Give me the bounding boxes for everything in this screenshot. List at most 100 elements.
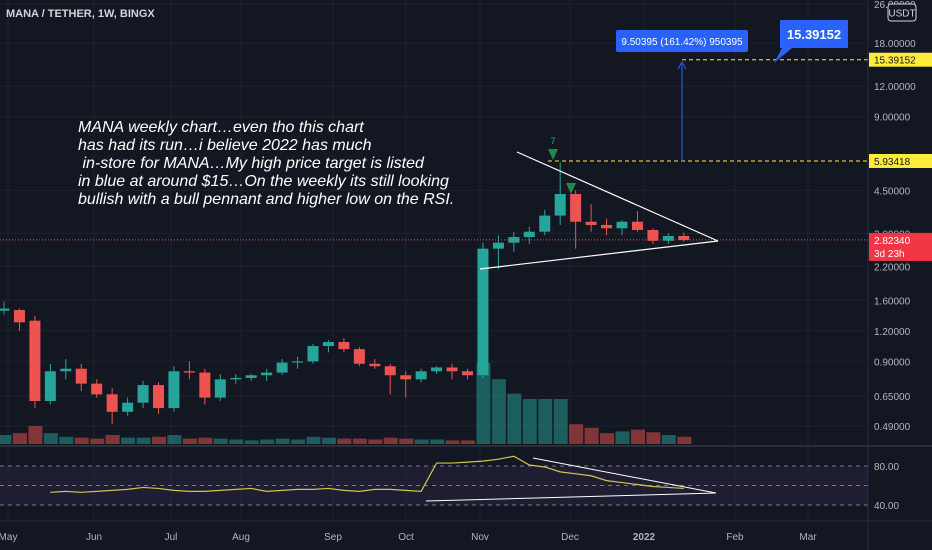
callout-bg <box>774 20 848 63</box>
rsi-trendline-lower[interactable] <box>425 492 717 502</box>
rsi-pane[interactable] <box>0 455 868 506</box>
candle[interactable] <box>307 344 319 364</box>
candle[interactable] <box>322 340 334 353</box>
volume-bar <box>414 439 429 444</box>
candle[interactable] <box>554 162 566 225</box>
time-axis[interactable]: May Jun Jul Aug Sep Oct Nov Dec 2022 Feb Mar <box>0 532 817 543</box>
volume-bar <box>90 438 105 444</box>
price-badge-text: 15.39152 <box>874 56 916 67</box>
volume-bar <box>28 426 43 444</box>
time-axis-label: Nov <box>471 532 489 543</box>
candle[interactable] <box>44 363 56 405</box>
candle[interactable] <box>477 242 489 378</box>
candle[interactable] <box>13 308 25 331</box>
candle[interactable] <box>462 368 473 380</box>
volume-bar <box>507 393 522 444</box>
candle[interactable] <box>183 361 195 380</box>
candle[interactable] <box>523 226 535 244</box>
candle[interactable] <box>230 373 242 384</box>
volume-bar <box>244 440 259 444</box>
candle[interactable] <box>570 190 582 249</box>
candle[interactable] <box>353 347 365 367</box>
time-axis-label: Oct <box>398 532 414 543</box>
candle[interactable] <box>678 232 690 242</box>
candle-body <box>60 368 72 372</box>
candle-body <box>462 371 473 376</box>
price-badge[interactable]: 15.39152 <box>869 52 932 67</box>
candle-body <box>647 229 659 241</box>
volume-bar <box>260 439 275 444</box>
currency-label: USDT <box>888 9 915 20</box>
volume-bar <box>198 437 213 444</box>
candle[interactable] <box>75 363 87 392</box>
candle[interactable] <box>492 235 504 269</box>
candle[interactable] <box>338 338 350 353</box>
candle[interactable] <box>168 366 180 412</box>
candle[interactable] <box>276 359 288 376</box>
volume-bar <box>59 436 74 444</box>
candle[interactable] <box>647 228 659 244</box>
time-axis-label: Dec <box>561 532 579 543</box>
candle-body <box>662 235 674 241</box>
candle[interactable] <box>153 382 164 414</box>
candle[interactable] <box>601 218 613 236</box>
drawings[interactable]: 9.50395 (161.42%) 950395 15.39152 7 <box>0 20 868 270</box>
candle[interactable] <box>431 366 443 374</box>
rsi-axis-label: 80.00 <box>874 462 899 473</box>
candle[interactable] <box>384 363 396 395</box>
candle[interactable] <box>199 368 211 405</box>
candle[interactable] <box>106 388 118 424</box>
volume-bar <box>615 431 630 444</box>
candle-body <box>570 193 582 222</box>
symbol-title[interactable]: MANA / TETHER, 1W, BINGX <box>6 8 155 20</box>
time-axis-label: Jul <box>165 532 178 543</box>
candle-body <box>199 372 211 398</box>
pennant-lower-line[interactable] <box>479 240 719 270</box>
candle[interactable] <box>91 379 103 398</box>
measure-arrow-icon <box>677 60 687 70</box>
candle[interactable] <box>415 368 427 383</box>
currency-button[interactable]: USDT <box>887 3 917 22</box>
candle[interactable] <box>60 359 72 380</box>
candle-body <box>400 375 412 380</box>
candle-body <box>616 221 628 229</box>
price-badge[interactable]: 5.93418 <box>869 153 932 168</box>
candle-body <box>29 320 41 401</box>
price-badge-text: 5.93418 <box>874 157 911 168</box>
candles[interactable] <box>0 162 690 424</box>
candle[interactable] <box>539 209 551 236</box>
candle[interactable] <box>122 397 134 416</box>
candle[interactable] <box>662 233 674 244</box>
candle[interactable] <box>631 211 643 232</box>
annotation-text[interactable]: MANA weekly chart…even tho this chart ha… <box>78 119 454 208</box>
pennant-upper-line[interactable] <box>516 151 719 242</box>
price-axis-label: 2.20000 <box>874 262 911 273</box>
candle[interactable] <box>245 373 257 381</box>
rsi-line[interactable] <box>50 455 684 493</box>
candle[interactable] <box>446 363 458 380</box>
measure-label[interactable]: 9.50395 (161.42%) 950395 <box>616 30 748 52</box>
volume-bar <box>646 432 661 444</box>
candle[interactable] <box>369 359 381 369</box>
candle[interactable] <box>261 368 273 381</box>
candle[interactable] <box>0 301 10 315</box>
volume-bar <box>167 435 182 444</box>
volume-bar <box>136 437 151 444</box>
candle[interactable] <box>400 371 412 398</box>
rsi-trendline-upper[interactable] <box>532 457 717 494</box>
price-badge-text: 2.82340 <box>874 236 911 247</box>
candle[interactable] <box>137 380 149 409</box>
candle[interactable] <box>214 373 226 401</box>
rsi-axis[interactable]: 80.00 40.00 <box>874 462 899 512</box>
candle-body <box>492 242 504 249</box>
candle-body <box>678 235 690 241</box>
volume-bar <box>383 437 398 444</box>
candle[interactable] <box>29 315 41 409</box>
candle[interactable] <box>292 356 304 369</box>
volume-bar <box>538 399 553 444</box>
candle[interactable] <box>585 204 597 232</box>
candle[interactable] <box>616 220 628 236</box>
price-badge[interactable]: 2.82340 3d 23h <box>869 232 932 261</box>
price-callout[interactable]: 15.39152 <box>774 20 848 63</box>
